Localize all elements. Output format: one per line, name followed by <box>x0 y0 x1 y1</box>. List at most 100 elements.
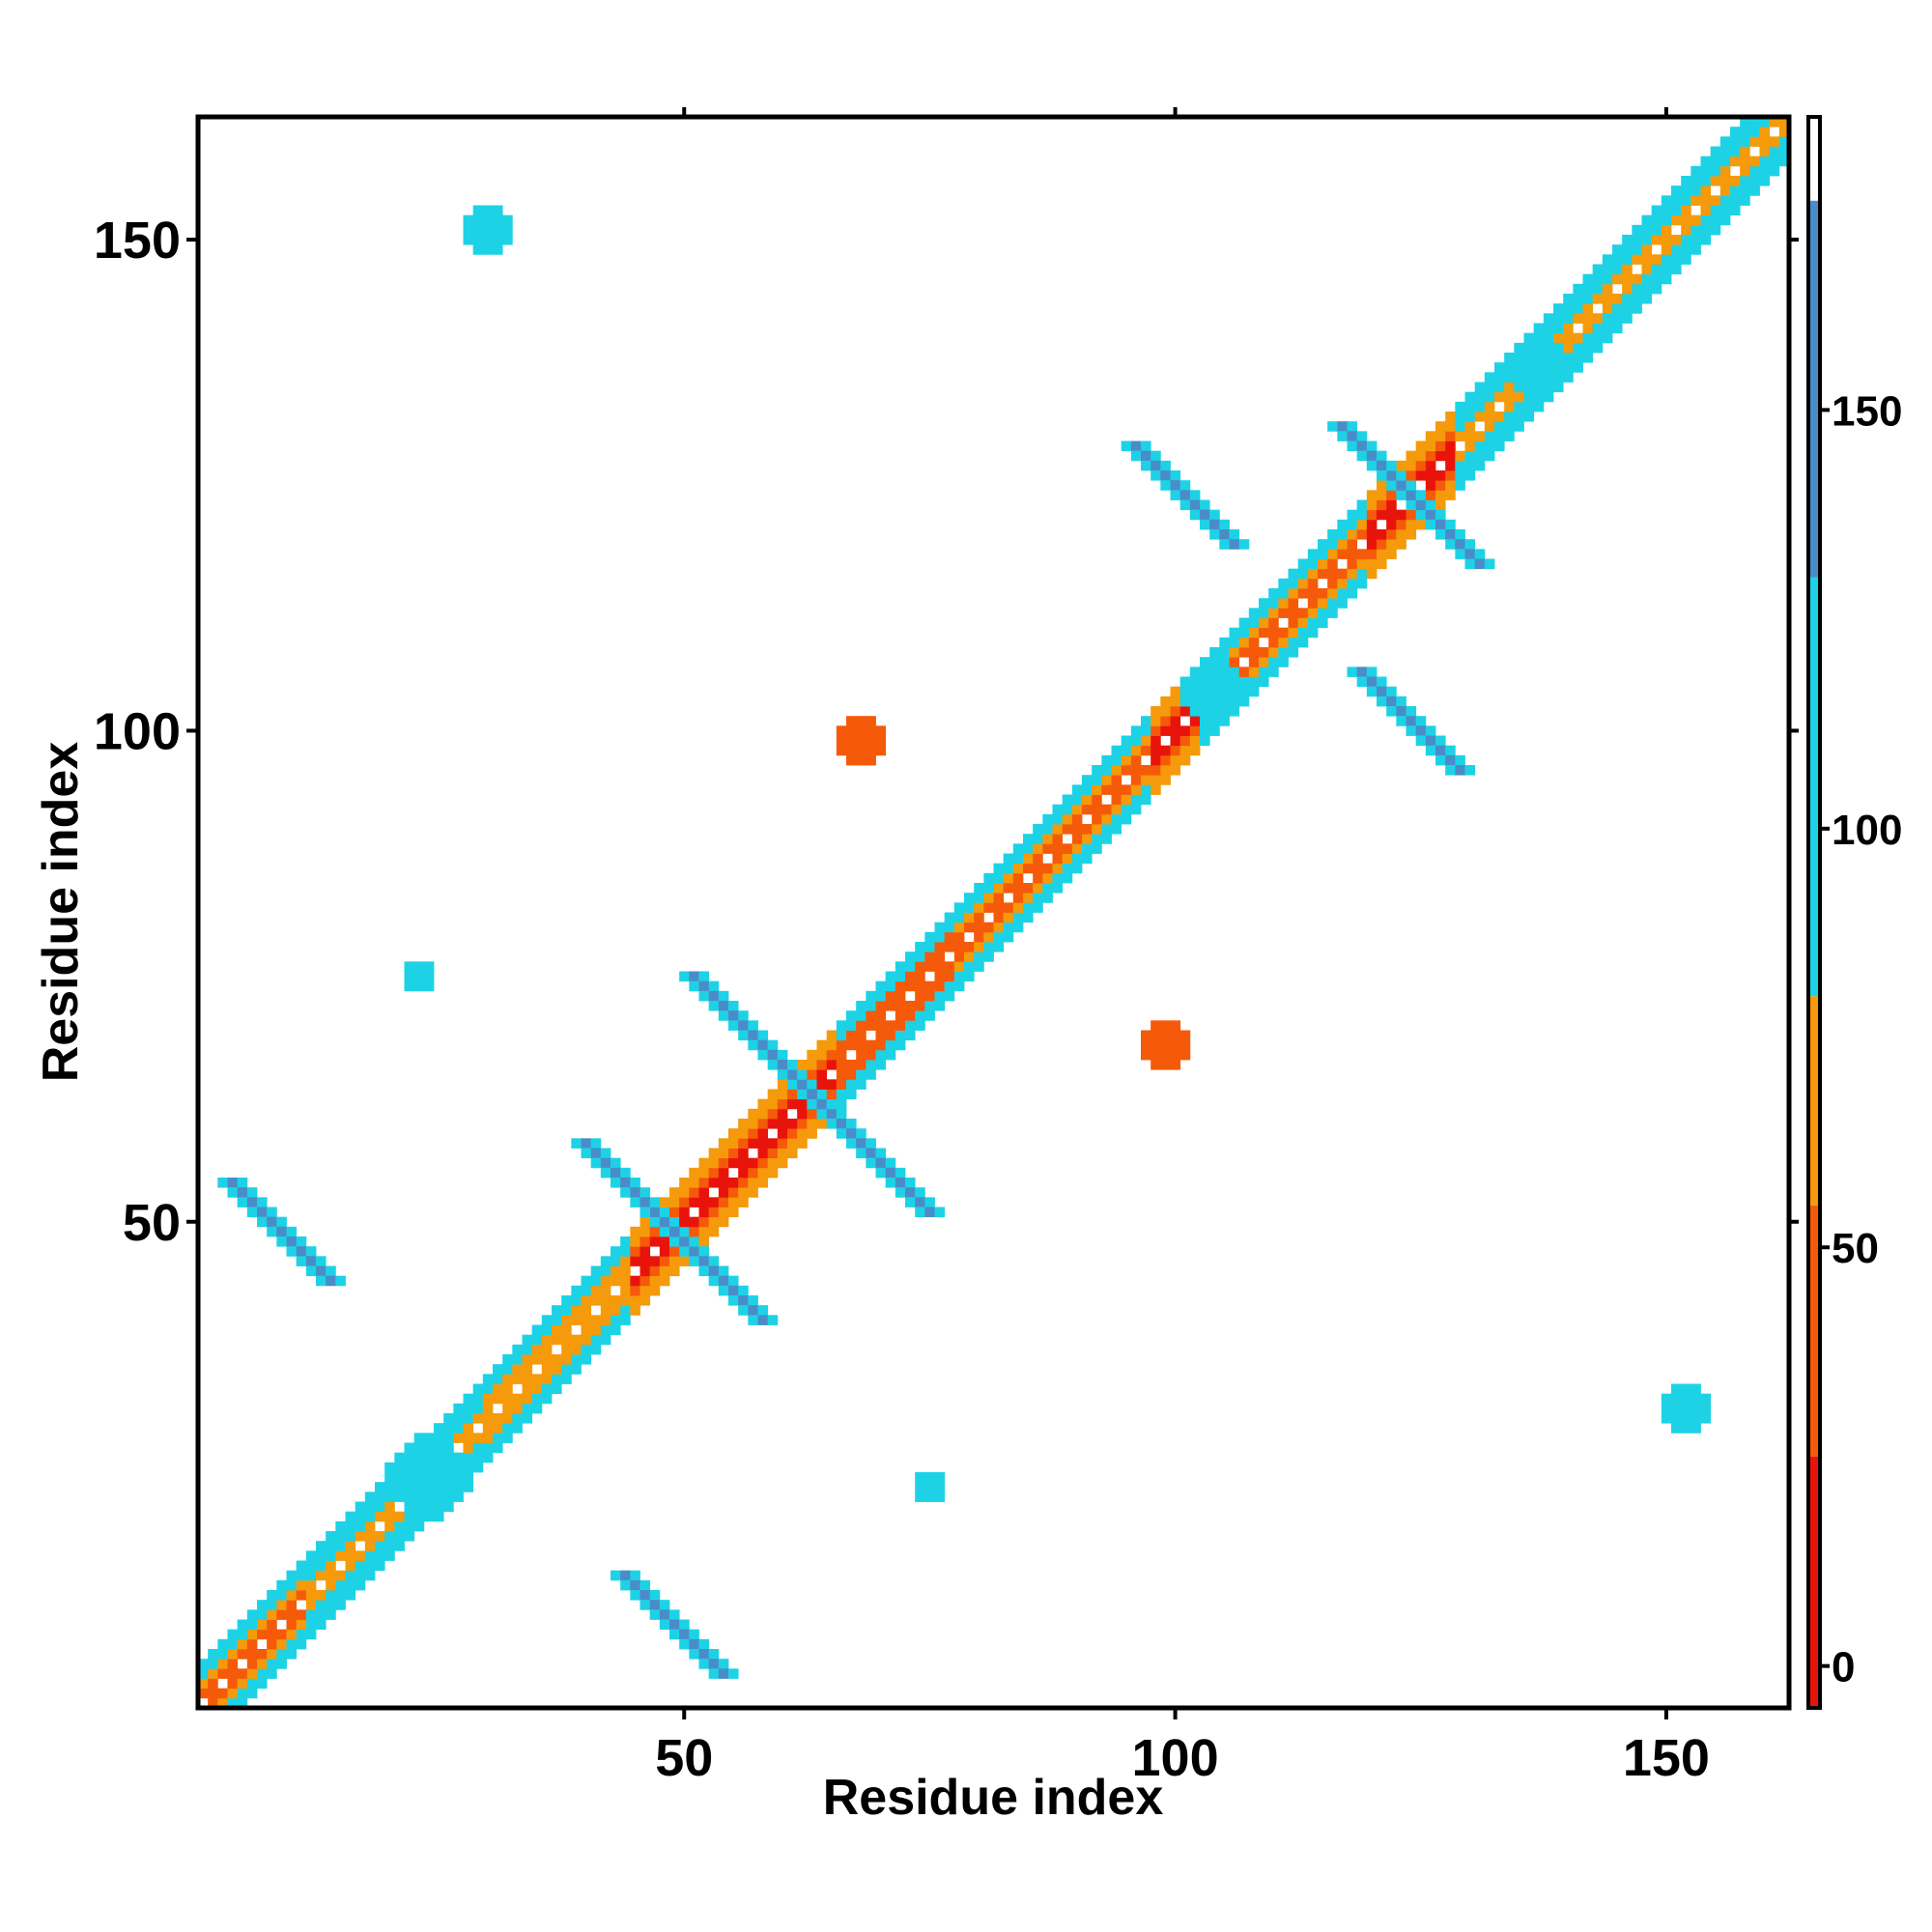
heatmap-cell <box>326 1531 336 1542</box>
heatmap-cell <box>1415 509 1427 521</box>
heatmap-cell <box>1209 706 1220 717</box>
heatmap-cell <box>502 235 513 245</box>
heatmap-cell <box>1671 244 1682 255</box>
heatmap-cell <box>1494 412 1505 422</box>
heatmap-cell <box>1092 824 1102 835</box>
heatmap-cell <box>364 1492 376 1502</box>
heatmap-cell <box>738 1020 749 1031</box>
heatmap-cell <box>472 244 484 255</box>
heatmap-cell <box>1248 608 1260 618</box>
heatmap-cell <box>866 1039 876 1051</box>
heatmap-cell <box>797 1108 808 1120</box>
heatmap-cell <box>394 1531 405 1542</box>
heatmap-cell <box>1425 519 1436 530</box>
heatmap-cell <box>1327 558 1338 570</box>
heatmap-cell <box>1690 1383 1701 1395</box>
heatmap-cell <box>1484 440 1495 452</box>
heatmap-cell <box>689 1649 699 1660</box>
heatmap-cell <box>639 1285 651 1296</box>
heatmap-cell <box>453 1433 464 1443</box>
heatmap-cell <box>836 1119 847 1129</box>
heatmap-cell <box>1337 431 1348 441</box>
heatmap-cell <box>1130 784 1142 795</box>
heatmap-cell <box>1337 549 1348 559</box>
heatmap-cell <box>1474 401 1486 412</box>
heatmap-cell <box>472 1403 484 1414</box>
heatmap-cell <box>875 1001 887 1011</box>
heatmap-cell <box>453 1482 464 1492</box>
heatmap-cell <box>384 1472 395 1483</box>
heatmap-cell <box>728 1138 739 1149</box>
heatmap-cell <box>1092 843 1102 854</box>
heatmap-cell <box>198 1688 209 1699</box>
heatmap-cell <box>1062 813 1073 825</box>
heatmap-cell <box>1671 264 1682 275</box>
heatmap-cell <box>1730 127 1741 137</box>
heatmap-cell <box>1141 725 1151 736</box>
heatmap-cell <box>924 1010 935 1021</box>
heatmap-cell <box>1671 235 1682 245</box>
heatmap-cell <box>1307 627 1319 639</box>
heatmap-cell <box>1366 667 1378 677</box>
heatmap-cell <box>1082 775 1093 785</box>
heatmap-cell <box>384 1492 395 1502</box>
heatmap-cell <box>1082 834 1093 844</box>
heatmap-cell <box>738 1157 749 1169</box>
heatmap-cell <box>1622 235 1633 245</box>
heatmap-cell <box>1238 637 1250 648</box>
colorbar-tick-label: 50 <box>1832 1225 1879 1272</box>
heatmap-cell <box>924 1492 935 1502</box>
heatmap-cell <box>276 1579 287 1591</box>
heatmap-cell <box>305 1629 317 1640</box>
heatmap-cell <box>1071 784 1083 795</box>
heatmap-cell <box>649 1256 661 1266</box>
heatmap-cell <box>443 1452 454 1463</box>
heatmap-cell <box>512 1423 523 1434</box>
heatmap-cell <box>267 1649 277 1660</box>
heatmap-cell <box>355 1531 366 1542</box>
heatmap-cell <box>915 1482 925 1492</box>
heatmap-cell <box>1200 696 1210 707</box>
heatmap-cell <box>1396 519 1406 530</box>
heatmap-cell <box>1730 136 1741 147</box>
y-tick-label: 50 <box>123 1194 181 1252</box>
heatmap-cell <box>581 1148 592 1159</box>
heatmap-cell <box>590 1157 602 1169</box>
heatmap-cell <box>1671 254 1682 265</box>
heatmap-cell <box>1474 412 1486 422</box>
heatmap-cell <box>600 1305 611 1316</box>
heatmap-cell <box>1151 735 1161 747</box>
heatmap-cell <box>1484 382 1495 393</box>
heatmap-cell <box>718 1148 729 1159</box>
heatmap-cell <box>1278 598 1289 609</box>
heatmap-cell <box>757 1167 769 1179</box>
heatmap-cell <box>639 1265 651 1277</box>
heatmap-cell <box>345 1541 356 1551</box>
heatmap-cell <box>698 1157 710 1169</box>
heatmap-cell <box>1238 617 1250 629</box>
heatmap-cell <box>1582 353 1594 363</box>
heatmap-cell <box>453 1423 464 1434</box>
heatmap-cell <box>924 1482 935 1492</box>
heatmap-cell <box>1288 627 1299 639</box>
heatmap-cell <box>866 1060 876 1070</box>
heatmap-cell <box>423 1472 435 1483</box>
heatmap-cell <box>1474 460 1486 471</box>
heatmap-cell <box>777 1079 788 1090</box>
heatmap-cell <box>1415 490 1427 500</box>
heatmap-cell <box>296 1256 307 1266</box>
heatmap-cell <box>1062 843 1073 854</box>
heatmap-cell <box>807 1089 817 1100</box>
heatmap-cell <box>531 1383 543 1395</box>
heatmap-cell <box>1356 578 1368 589</box>
heatmap-cell <box>1632 224 1642 236</box>
heatmap-cell <box>1377 499 1387 511</box>
heatmap-cell <box>944 912 955 923</box>
heatmap-cell <box>541 1364 553 1375</box>
heatmap-cell <box>964 922 975 933</box>
heatmap-cell <box>1719 205 1731 216</box>
heatmap-cell <box>866 1020 876 1031</box>
heatmap-cell <box>1209 647 1220 658</box>
heatmap-cell <box>1366 509 1378 521</box>
